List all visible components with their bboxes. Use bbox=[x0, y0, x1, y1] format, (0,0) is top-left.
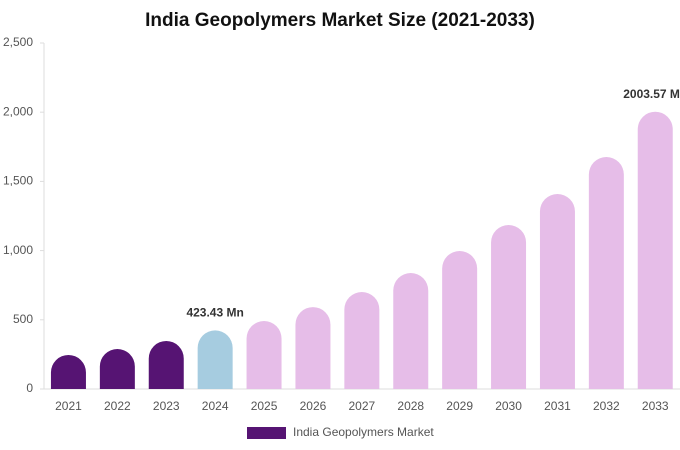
x-tick-label: 2027 bbox=[348, 399, 375, 413]
x-tick-label: 2029 bbox=[446, 399, 473, 413]
bar bbox=[344, 291, 380, 389]
bar bbox=[637, 111, 673, 389]
y-tick-label: 2,500 bbox=[3, 35, 33, 49]
chart-title: India Geopolymers Market Size (2021-2033… bbox=[145, 10, 535, 31]
x-tick-label: 2026 bbox=[300, 399, 327, 413]
x-tick-label: 2025 bbox=[251, 399, 278, 413]
x-tick-label: 2024 bbox=[202, 399, 229, 413]
y-tick-label: 1,000 bbox=[3, 243, 33, 257]
x-tick-label: 2032 bbox=[593, 399, 620, 413]
bar bbox=[393, 273, 429, 389]
value-label: 2003.57 Mn bbox=[623, 87, 680, 101]
bar bbox=[50, 354, 86, 389]
x-tick-label: 2028 bbox=[397, 399, 424, 413]
bar bbox=[442, 251, 478, 389]
x-tick-label: 2031 bbox=[544, 399, 571, 413]
x-tick-label: 2023 bbox=[153, 399, 180, 413]
bar bbox=[148, 340, 184, 389]
bar bbox=[197, 330, 233, 389]
y-tick-label: 500 bbox=[13, 312, 33, 326]
bar bbox=[539, 193, 575, 389]
legend-label: India Geopolymers Market bbox=[293, 425, 434, 439]
x-tick-label: 2033 bbox=[642, 399, 669, 413]
bar bbox=[491, 224, 527, 389]
bar bbox=[588, 157, 624, 389]
x-tick-label: 2022 bbox=[104, 399, 131, 413]
y-tick-label: 1,500 bbox=[3, 174, 33, 188]
x-tick-label: 2021 bbox=[55, 399, 82, 413]
x-tick-label: 2030 bbox=[495, 399, 522, 413]
value-label: 423.43 Mn bbox=[186, 306, 243, 320]
y-tick-label: 2,000 bbox=[3, 104, 33, 118]
bar bbox=[99, 349, 135, 389]
legend-swatch bbox=[247, 427, 286, 439]
y-tick-label: 0 bbox=[26, 381, 33, 395]
bar bbox=[295, 307, 331, 389]
bar bbox=[246, 321, 282, 389]
